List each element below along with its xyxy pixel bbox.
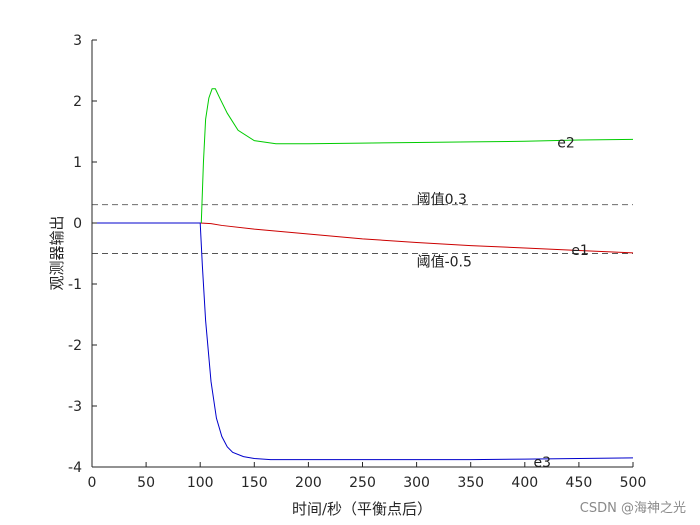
y-tick-label: 0 — [73, 216, 82, 232]
y-tick-label: -1 — [68, 277, 82, 293]
series-label-e1: e1 — [571, 243, 589, 259]
series-line-e2 — [200, 88, 634, 224]
y-tick-label: -4 — [68, 460, 82, 476]
series-label-e3: e3 — [533, 455, 551, 471]
series-line-e1 — [92, 222, 634, 254]
x-tick-label: 50 — [137, 475, 155, 491]
x-tick-label: 200 — [295, 475, 322, 491]
x-axis-title: 时间/秒（平衡点后） — [292, 500, 432, 518]
x-tick-label: 150 — [241, 475, 268, 491]
x-tick-label: 350 — [457, 475, 484, 491]
x-tick-label: 300 — [403, 475, 430, 491]
y-tick-label: 2 — [73, 94, 82, 110]
plot-area: 阈值0.3 阈值-0.5 e2 e1 e3 — [92, 88, 634, 471]
x-tick-label: 100 — [187, 475, 214, 491]
y-tick-label: -2 — [68, 338, 82, 354]
x-tick-label: 400 — [511, 475, 538, 491]
axes: 0 50 100 150 200 250 300 350 400 450 500 3 2 1 0 -1 -2 -3… — [68, 33, 646, 491]
x-tick-label: 0 — [88, 475, 97, 491]
series-label-e2: e2 — [557, 135, 575, 151]
y-tick-label: -3 — [68, 399, 82, 415]
x-tick-label: 450 — [566, 475, 593, 491]
series-line-e3 — [92, 222, 634, 461]
y-tick-label: 1 — [73, 155, 82, 171]
threshold-label: 阈值-0.5 — [417, 255, 472, 271]
watermark: CSDN @海神之光 — [580, 501, 686, 516]
threshold-label: 阈值0.3 — [417, 192, 467, 208]
y-tick-label: 3 — [73, 33, 82, 49]
y-axis-title: 观测器输出 — [48, 215, 66, 290]
x-tick-label: 500 — [620, 475, 647, 491]
x-tick-label: 250 — [349, 475, 376, 491]
